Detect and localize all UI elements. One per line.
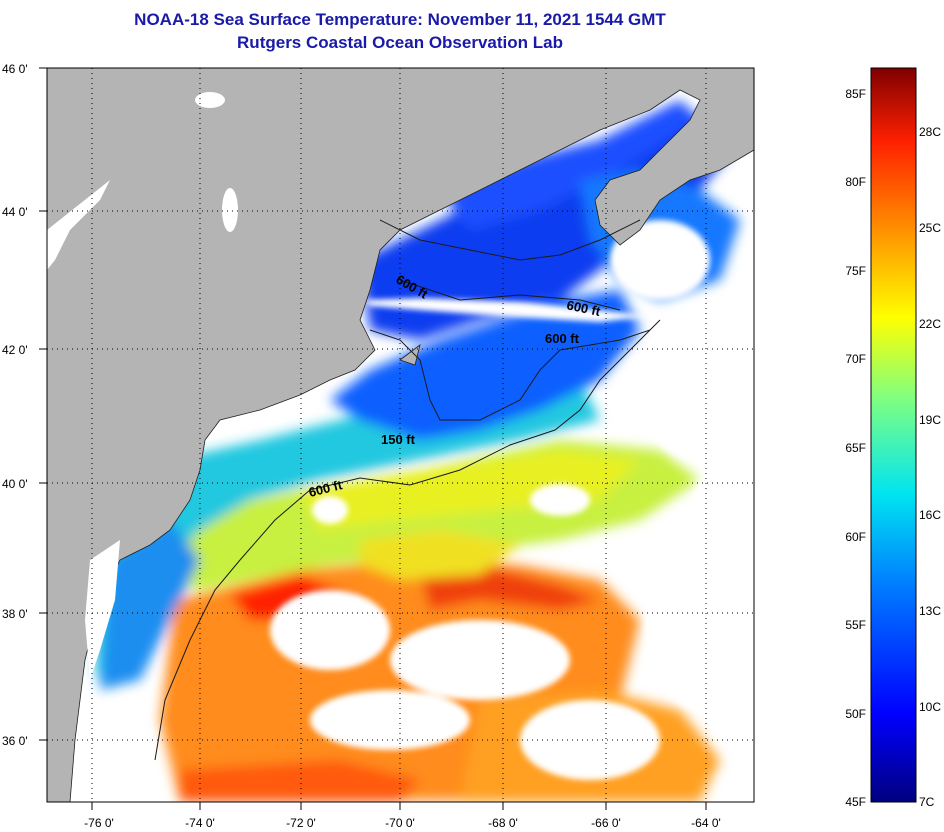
bathymetry-contours [154,219,661,761]
colorbar-f-label: 85F [845,87,866,101]
colorbar-c-label: 10C [919,700,941,714]
lat-tick-label: 40 0' [2,477,28,491]
map-subtitle: Rutgers Coastal Ocean Observation Lab [237,33,563,52]
colorbar-celsius-labels: 28C 25C 22C 19C 16C 13C 10C 7C [919,125,941,809]
lon-tick-label: -70 0' [385,816,415,830]
lon-tick-label: -68 0' [488,816,518,830]
lon-tick-label: -66 0' [591,816,621,830]
colorbar-c-label: 28C [919,125,941,139]
contour-label: 600 ft [565,297,602,319]
map-area [47,68,754,802]
colorbar-c-label: 19C [919,413,941,427]
longitude-labels: -76 0' -74 0' -72 0' -70 0' -68 0' -66 0… [84,816,721,830]
axis-ticks [39,67,707,810]
colorbar-c-label: 22C [919,317,941,331]
lon-tick-label: -72 0' [286,816,316,830]
colorbar-c-label: 7C [919,795,935,809]
contour-label: 600 ft [545,331,580,346]
lon-tick-label: -76 0' [84,816,114,830]
colorbar-c-label: 16C [919,508,941,522]
lat-tick-label: 42 0' [2,343,28,357]
colorbar-f-label: 55F [845,618,866,632]
lakes [47,92,238,680]
colorbar-f-label: 65F [845,441,866,455]
colorbar-fahrenheit-labels: 85F 80F 75F 70F 65F 60F 55F 50F 45F [845,87,866,809]
contour-label: 150 ft [381,432,416,447]
lon-tick-label: -74 0' [185,816,215,830]
map-title: NOAA-18 Sea Surface Temperature: Novembe… [134,10,666,29]
colorbar-f-label: 45F [845,795,866,809]
colorbar-f-label: 50F [845,707,866,721]
colorbar-f-label: 80F [845,175,866,189]
colorbar-f-label: 70F [845,352,866,366]
colorbar-c-label: 25C [919,221,941,235]
temperature-colorbar [870,67,917,803]
lat-tick-label: 36 0' [2,734,28,748]
latitude-labels: 46 0' 44 0' 42 0' 40 0' 38 0' 36 0' [2,62,28,748]
colorbar-f-label: 75F [845,264,866,278]
lon-tick-label: -64 0' [691,816,721,830]
lat-tick-label: 38 0' [2,607,28,621]
lat-tick-label: 44 0' [2,205,28,219]
cape-cod [399,344,421,366]
cloud-patches [270,220,754,780]
colorbar-c-label: 13C [919,604,941,618]
colorbar-f-label: 60F [845,530,866,544]
lat-tick-label: 46 0' [2,62,28,76]
